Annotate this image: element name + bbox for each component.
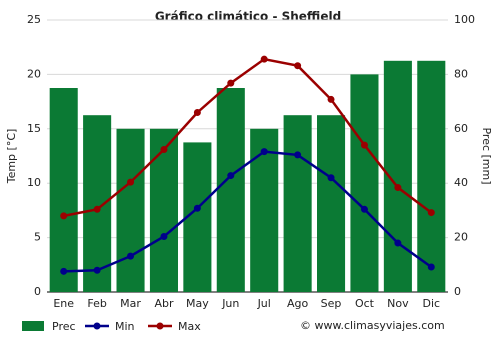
x-tick-label: Sep [321,297,342,310]
x-tick-label: Dic [423,297,441,310]
bar [83,115,112,292]
legend-label: Prec [52,320,76,333]
y2-tick-label: 20 [454,231,468,244]
y2-tick-label: 80 [454,67,468,80]
point [360,141,368,149]
point [327,95,335,103]
bar [49,88,78,292]
point [327,174,335,182]
point [127,252,135,260]
legend-swatch [22,321,44,331]
y-tick-label: 25 [27,13,41,26]
x-tick-label: Oct [355,297,375,310]
x-tick-label: May [186,297,209,310]
point [193,204,201,212]
x-tick-label: Jun [221,297,239,310]
point [93,205,101,213]
point [160,145,168,153]
x-tick-label: Jul [257,297,271,310]
point [394,239,402,247]
bar [417,60,446,292]
x-tick-label: Nov [387,297,409,310]
point [294,62,302,70]
y-axis-label: Temp [°C] [5,129,18,185]
bar [216,88,245,292]
x-tick-label: Feb [87,297,106,310]
bar [283,115,312,292]
point [260,55,268,63]
legend-swatch [93,322,101,330]
point [193,108,201,116]
bar [317,115,346,292]
x-tick-label: Mar [120,297,141,310]
chart-title: Gráfico climático - Sheffield [155,10,341,24]
x-tick-label: Abr [154,297,174,310]
bar [250,128,279,292]
legend-swatch [156,322,164,330]
point [60,267,68,275]
y-tick-label: 10 [27,176,41,189]
y-tick-label: 0 [34,285,41,298]
point [160,233,168,241]
legend-label: Min [115,320,135,333]
point [227,172,235,180]
y2-axis-label: Prec [mm] [480,127,493,184]
point [260,148,268,156]
y2-tick-label: 40 [454,176,468,189]
y2-tick-label: 0 [454,285,461,298]
legend-label: Max [178,320,201,333]
point [427,263,435,271]
y2-tick-label: 100 [454,13,475,26]
point [394,184,402,192]
bar [350,74,379,293]
source: © www.climasyviajes.com [300,319,445,332]
point [93,266,101,274]
y-tick-label: 20 [27,67,41,80]
point [227,79,235,87]
point [60,212,68,220]
bar [149,128,178,292]
line [63,150,433,273]
x-tick-label: Ene [53,297,74,310]
x-tick-label: Ago [287,297,309,310]
y-tick-label: 15 [27,122,41,135]
y-tick-label: 5 [34,231,41,244]
bar [116,128,145,292]
y2-tick-label: 60 [454,122,468,135]
point [294,151,302,159]
line [63,57,433,218]
point [427,209,435,217]
point [360,205,368,213]
point [127,178,135,186]
